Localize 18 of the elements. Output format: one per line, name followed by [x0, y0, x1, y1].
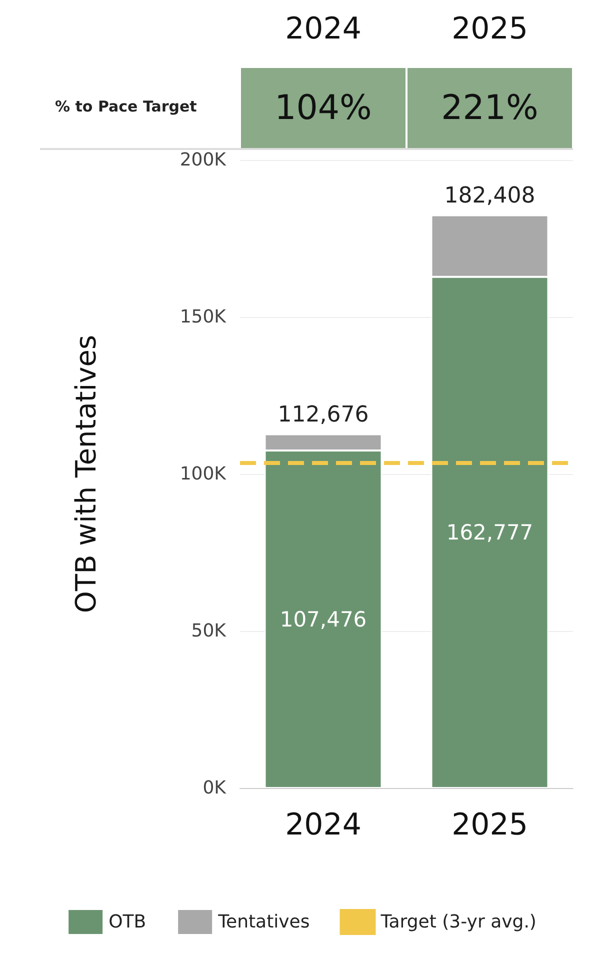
- text: 221%: [441, 88, 538, 128]
- data-label: 162,777: [446, 520, 534, 544]
- legend-label: OTB: [108, 912, 146, 932]
- legend-label: Target (3-yr avg.): [380, 912, 536, 932]
- y-tick-label: 150K: [180, 306, 228, 328]
- legend-label: Tentatives: [217, 912, 310, 932]
- y-axis-title: OTB with Tentatives: [70, 334, 102, 614]
- text: 104%: [274, 88, 372, 128]
- y-tick-label: 50K: [191, 620, 228, 642]
- total-label: 182,408: [444, 184, 536, 209]
- y-tick-label: 100K: [180, 464, 228, 484]
- y-tick-label: 0K: [202, 778, 228, 798]
- text: % to Pace Target: [55, 98, 197, 116]
- total-label: 112,676: [278, 402, 369, 428]
- y-tick-label: 200K: [180, 150, 228, 170]
- category-label: 2024: [285, 12, 362, 46]
- category-label: 2025: [452, 12, 528, 46]
- data-label: 107,476: [280, 607, 367, 632]
